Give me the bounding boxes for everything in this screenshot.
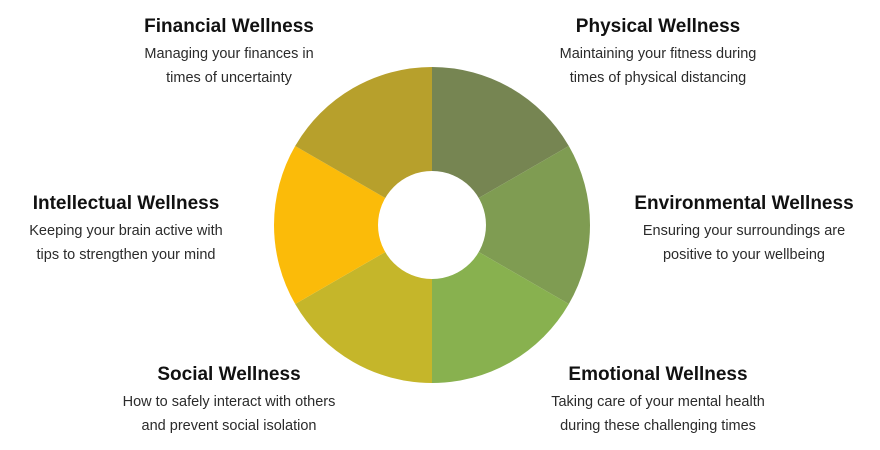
physical-wellness-title: Physical Wellness (575, 16, 741, 37)
intellectual-wellness-label: Intellectual Wellness Keeping your brain… (0, 192, 276, 267)
environmental-wellness-title: Environmental Wellness (634, 193, 854, 214)
financial-wellness-title: Financial Wellness (144, 16, 314, 37)
financial-wellness-label: Financial Wellness Managing your finance… (79, 15, 379, 90)
wheel-center (378, 171, 486, 279)
physical-wellness-description: Maintaining your fitness during times of… (559, 46, 757, 86)
intellectual-wellness-description: Keeping your brain active with tips to s… (29, 223, 223, 263)
physical-wellness-label: Physical Wellness Maintaining your fitne… (508, 15, 808, 90)
emotional-wellness-label: Emotional Wellness Taking care of your m… (508, 363, 808, 438)
emotional-wellness-title: Emotional Wellness (568, 364, 748, 385)
social-wellness-title: Social Wellness (157, 364, 301, 385)
social-wellness-label: Social Wellness How to safely interact w… (79, 363, 379, 438)
intellectual-segment (274, 146, 432, 304)
social-wellness-description: How to safely interact with others and p… (122, 394, 336, 434)
environmental-segment (432, 146, 591, 304)
financial-wellness-description: Managing your finances in times of uncer… (144, 46, 314, 86)
environmental-wellness-description: Ensuring your surroundings are positive … (642, 223, 846, 263)
intellectual-wellness-title: Intellectual Wellness (32, 193, 220, 214)
emotional-wellness-description: Taking care of your mental health during… (551, 394, 765, 434)
environmental-wellness-label: Environmental Wellness Ensuring your sur… (594, 192, 880, 267)
